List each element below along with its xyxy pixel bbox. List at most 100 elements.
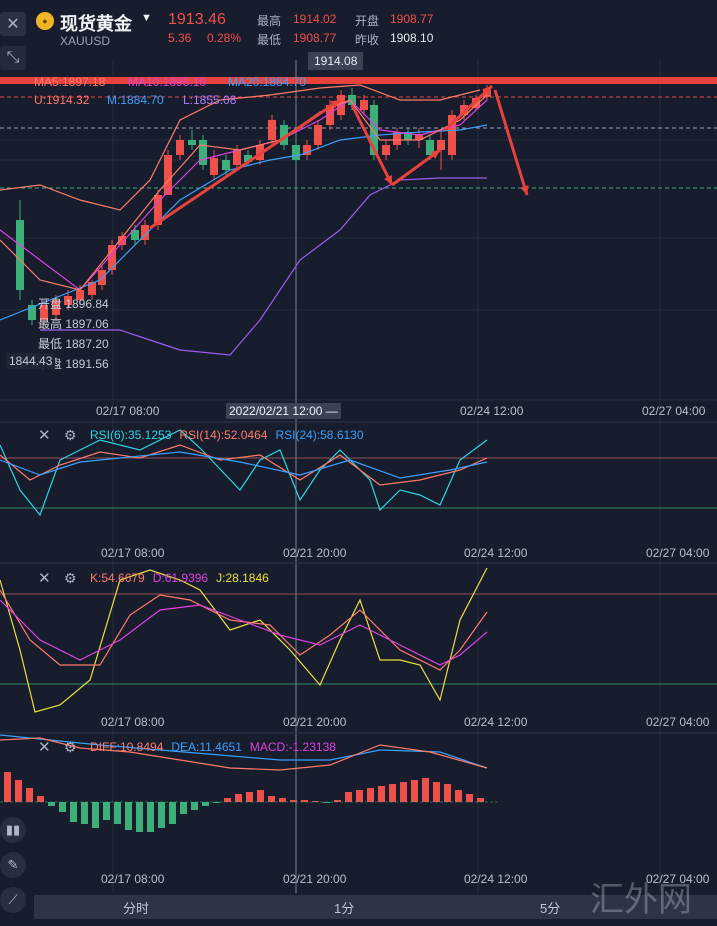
candle-body — [415, 134, 423, 140]
candle-body — [108, 245, 116, 270]
ma5-label: MA5:1897.18 — [34, 75, 106, 89]
macd-diff-line — [0, 737, 488, 771]
gear-icon[interactable]: ⚙ — [64, 738, 77, 755]
gear-icon[interactable]: ⚙ — [64, 426, 77, 443]
price-change-pct: 0.28% — [207, 31, 242, 45]
macd-histogram-bar — [378, 786, 385, 802]
gold-coin-icon: ● — [36, 12, 54, 30]
crosshair-time-tag: 2022/02/21 12:00 — — [226, 403, 341, 419]
kdj-time-2: 02/21 20:00 — [283, 715, 347, 729]
macd-histogram-bar — [158, 802, 165, 828]
close-icon[interactable]: ✕ — [38, 570, 51, 587]
gear-icon[interactable]: ⚙ — [64, 569, 77, 586]
close-icon[interactable]: ✕ — [38, 427, 51, 444]
collapse-icon[interactable]: ⤡ — [0, 46, 26, 70]
candle-body — [88, 282, 96, 295]
candle-body — [268, 120, 276, 140]
price-change: 5.36 — [168, 31, 192, 45]
macd-histogram-bar — [70, 802, 77, 822]
rsi-header: ✕ ⚙ RSI(6):35.1253 RSI(14):52.0464 RSI(2… — [38, 426, 364, 445]
macd-histogram-bar — [92, 802, 99, 828]
open-label: 开盘 — [355, 14, 380, 28]
rsi6-line — [0, 429, 488, 517]
rsi24-label: RSI(24):58.6130 — [275, 428, 364, 442]
ma20-line — [0, 124, 488, 321]
candle-body — [233, 150, 241, 165]
macd-histogram-bar — [26, 788, 33, 802]
macd-dea-line — [0, 734, 488, 769]
candle-body — [40, 305, 48, 320]
candle-body — [314, 125, 322, 145]
trendline-icon[interactable]: ⟋ — [0, 887, 26, 913]
macd-histogram-bar — [213, 802, 220, 803]
macd-histogram-bar — [224, 798, 231, 802]
timeframe-5m[interactable]: 5分 — [540, 900, 561, 916]
high-label: 最高 — [257, 14, 282, 28]
timeframe-bar: 分时 1分 5分 — [34, 895, 717, 919]
macd-histogram-bar — [301, 800, 308, 802]
candle-body — [303, 145, 311, 155]
crosshair-price-tag: 1914.08 — [308, 52, 364, 70]
pencil-icon[interactable]: ✎ — [0, 852, 26, 878]
ohlc-tooltip: 开盘 1896.84 最高 1897.06 最低 1887.20 收盘 1891… — [38, 294, 109, 374]
min-price-marker: 1844.43 — [6, 353, 56, 369]
macd-histogram-bar — [345, 792, 352, 802]
candle-body — [382, 145, 390, 155]
trend-arrow-down-2-head — [520, 185, 529, 195]
macd-histogram-bar — [312, 801, 319, 802]
macd-histogram-bar — [422, 778, 429, 802]
macd-histogram-bar — [59, 802, 66, 812]
low-value: 1908.77 — [293, 31, 337, 45]
macd-histogram-bar — [290, 800, 297, 802]
boll-lower-label: L:1855.08 — [183, 93, 237, 107]
time-label-3: 02/24 12:00 — [460, 404, 524, 418]
macd-histogram-bar — [235, 794, 242, 802]
rsi-time-3: 02/24 12:00 — [464, 546, 528, 560]
symbol-code: XAUUSD — [60, 34, 111, 48]
candle-body — [28, 305, 36, 320]
macd-histogram-bar — [202, 802, 209, 806]
macd-histogram-bar — [279, 798, 286, 802]
macd-histogram-bar — [356, 790, 363, 802]
symbol-name[interactable]: 现货黄金 — [60, 14, 132, 34]
trend-arrow-up-1-head — [330, 100, 340, 109]
candle-body — [164, 155, 172, 195]
candlestick-icon[interactable]: ▮▮ — [0, 817, 26, 843]
chevron-down-icon[interactable]: ▼ — [141, 12, 152, 24]
candle-body — [280, 125, 288, 145]
macd-histogram-bar — [147, 802, 154, 832]
trend-arrow-down-1-head — [384, 175, 392, 185]
ohlc-close: 收盘 1891.56 — [38, 357, 109, 371]
boll-mid-label: M:1884.70 — [107, 93, 164, 107]
candle-body — [448, 115, 456, 155]
rsi14-label: RSI(14):52.0464 — [179, 428, 268, 442]
candle-body — [292, 145, 300, 160]
timeframe-tick[interactable]: 分时 — [123, 900, 150, 916]
macd-histogram-bar — [103, 802, 110, 820]
ma5-line — [0, 94, 488, 291]
candle-body — [222, 160, 230, 170]
kdj-k-label: K:54.6679 — [90, 571, 145, 585]
close-icon[interactable]: ✕ — [0, 12, 26, 36]
macd-histogram-bar — [444, 784, 451, 802]
kdj-j-line — [0, 567, 488, 713]
ohlc-high: 最高 1897.06 — [38, 317, 109, 331]
kdj-header: ✕ ⚙ K:54.6679 D:61.9396 J:28.1846 — [38, 569, 269, 588]
candle-body — [76, 290, 84, 300]
close-icon[interactable]: ✕ — [38, 739, 51, 756]
candle-body — [141, 225, 149, 240]
kdj-j-label: J:28.1846 — [216, 571, 269, 585]
macd-histogram-bar — [37, 796, 44, 802]
candle-body — [370, 105, 378, 155]
kdj-d-line — [0, 599, 488, 666]
macd-histogram-bar — [191, 802, 198, 810]
macd-histogram-bar — [81, 802, 88, 824]
trend-arrow-down-2 — [493, 89, 529, 196]
candle-body — [131, 230, 139, 240]
macd-histogram-bar — [15, 780, 22, 802]
macd-histogram-bar — [136, 802, 143, 832]
timeframe-1m[interactable]: 1分 — [334, 900, 355, 916]
time-label-4: 02/27 04:00 — [642, 404, 706, 418]
candle-body — [337, 95, 345, 115]
